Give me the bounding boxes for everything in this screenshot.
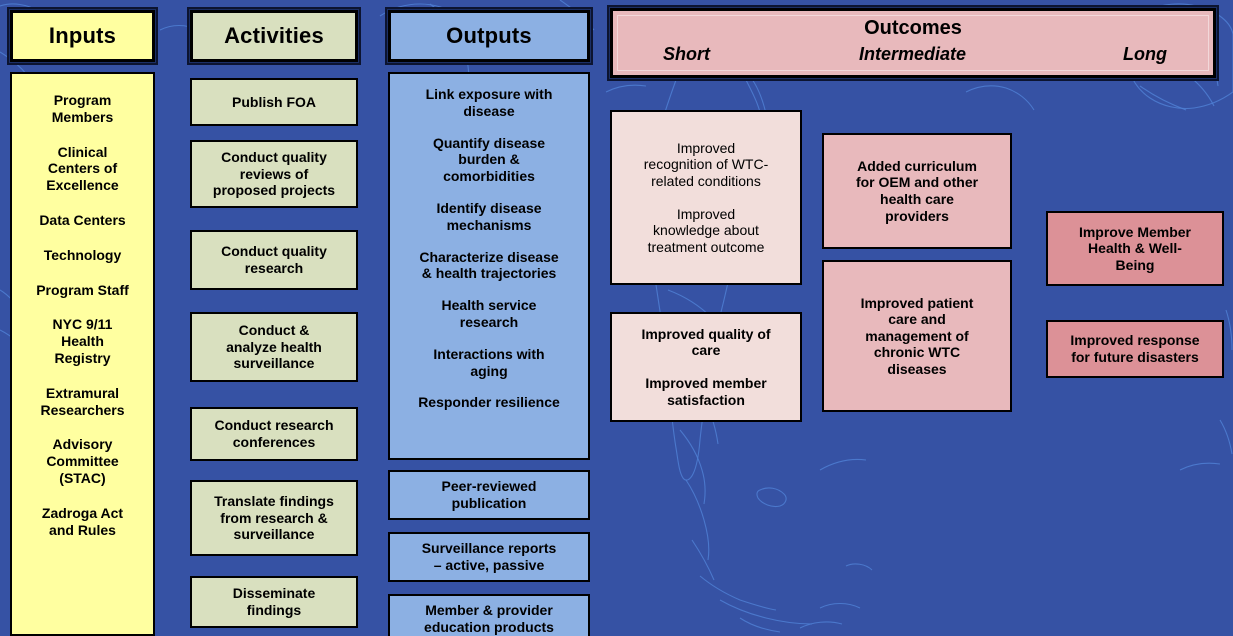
list-item: Technology xyxy=(43,246,122,263)
list-item: Extramural Researchers xyxy=(40,384,125,418)
outcome-long-improve-member-health: Improve Member Health & Well- Being xyxy=(1046,211,1224,286)
header-outputs-label: Outputs xyxy=(446,23,532,49)
activities-item-label: Disseminate findings xyxy=(232,585,316,618)
outputs-grouped-list: Link exposure with disease Quantify dise… xyxy=(388,72,590,460)
activities-item-label: Conduct quality reviews of proposed proj… xyxy=(212,149,336,199)
activities-item-translate-findings: Translate findings from research & surve… xyxy=(190,480,358,556)
list-item: Characterize disease & health trajectori… xyxy=(419,248,559,282)
list-item: NYC 9/11 Health Registry xyxy=(52,316,113,366)
list-item: Identify disease mechanisms xyxy=(436,199,542,233)
outputs-item-label: Surveillance reports – active, passive xyxy=(421,540,557,573)
list-item: Data Centers xyxy=(39,211,126,228)
list-item: Link exposure with disease xyxy=(425,86,553,119)
list-item: Program Staff xyxy=(36,281,129,298)
outcome-label: Improved quality of care Improved member… xyxy=(641,325,771,408)
outcomes-stage-long: Long xyxy=(1123,44,1167,64)
outcomes-stage-intermediate: Intermediate xyxy=(859,44,967,64)
outcome-label: Improved patient care and management of … xyxy=(860,294,974,377)
inputs-list: Program Members Clinical Centers of Exce… xyxy=(10,72,155,636)
outputs-item-surveillance-reports: Surveillance reports – active, passive xyxy=(388,532,590,582)
outcome-intermediate-added-curriculum: Added curriculum for OEM and other healt… xyxy=(822,133,1012,249)
activities-item-quality-reviews: Conduct quality reviews of proposed proj… xyxy=(190,140,358,208)
list-item: Advisory Committee (STAC) xyxy=(46,436,119,486)
activities-item-label: Conduct research conferences xyxy=(214,417,334,450)
outcome-intermediate-improved-patient-care: Improved patient care and management of … xyxy=(822,260,1012,412)
header-outcomes: Outcomes Short Intermediate Long xyxy=(610,8,1216,78)
header-activities: Activities xyxy=(190,10,358,62)
outputs-item-peer-reviewed-publication: Peer-reviewed publication xyxy=(388,470,590,520)
activities-item-label: Conduct quality research xyxy=(221,243,327,276)
outputs-item-education-products: Member & provider education products xyxy=(388,594,590,636)
outputs-item-label: Peer-reviewed publication xyxy=(441,478,537,511)
header-inputs: Inputs xyxy=(10,10,155,62)
header-activities-label: Activities xyxy=(224,23,324,49)
list-item: Zadroga Act and Rules xyxy=(41,504,124,538)
activities-item-label: Publish FOA xyxy=(232,93,316,110)
activities-item-label: Translate findings from research & surve… xyxy=(214,493,334,543)
activities-item-publish-foa: Publish FOA xyxy=(190,78,358,126)
outcome-label: Improved response for future disasters xyxy=(1070,332,1200,365)
outputs-item-label: Member & provider education products xyxy=(424,602,554,635)
outcome-label: Improve Member Health & Well- Being xyxy=(1078,223,1192,273)
list-item: Responder resilience xyxy=(418,394,560,411)
header-inputs-label: Inputs xyxy=(48,23,117,49)
activities-item-disseminate-findings: Disseminate findings xyxy=(190,576,358,628)
activities-item-health-surveillance: Conduct & analyze health surveillance xyxy=(190,312,358,382)
list-item: Program Members xyxy=(51,92,114,125)
list-item: Interactions with aging xyxy=(433,345,545,379)
activities-item-label: Conduct & analyze health surveillance xyxy=(226,322,322,372)
outcome-label: Added curriculum for OEM and other healt… xyxy=(855,157,979,224)
outcomes-title: Outcomes xyxy=(864,17,962,39)
list-item: Clinical Centers of Excellence xyxy=(46,143,119,194)
outcome-short-improved-quality-of-care: Improved quality of care Improved member… xyxy=(610,312,802,422)
outcomes-header-inner-frame xyxy=(617,15,1209,71)
list-item: Quantify disease burden & comorbidities xyxy=(432,134,546,185)
outcomes-stage-short: Short xyxy=(663,44,710,64)
outcome-long-improved-disaster-response: Improved response for future disasters xyxy=(1046,320,1224,378)
outcome-short-improved-recognition: Improved recognition of WTC- related con… xyxy=(610,110,802,285)
header-outputs: Outputs xyxy=(388,10,590,62)
list-item: Health service research xyxy=(441,297,537,330)
activities-item-research-conferences: Conduct research conferences xyxy=(190,407,358,461)
activities-item-quality-research: Conduct quality research xyxy=(190,230,358,290)
outcome-label: Improved recognition of WTC- related con… xyxy=(643,139,769,255)
